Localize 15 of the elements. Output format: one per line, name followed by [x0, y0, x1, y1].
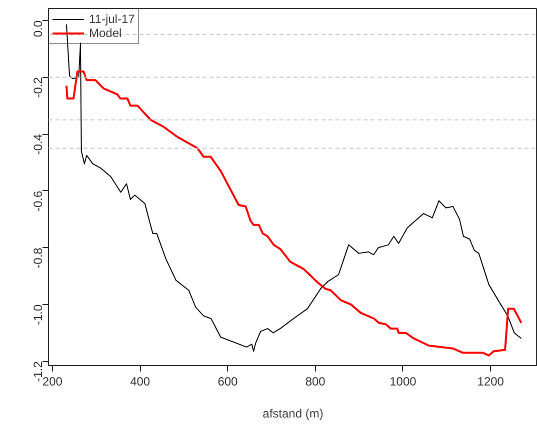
x-tick-label: 600	[218, 374, 238, 388]
y-tick-label: 0.0	[31, 20, 45, 38]
legend-label: 11-jul-17	[89, 12, 135, 26]
legend-label: Model	[89, 26, 122, 40]
x-tick-label: 1000	[390, 374, 417, 388]
x-tick-label: 400	[130, 374, 150, 388]
x-tick-label: 800	[305, 374, 326, 388]
x-tick-label: 1200	[477, 374, 504, 388]
y-tick-label: -0.2	[31, 76, 45, 98]
x-axis-title: afstand (m)	[262, 406, 324, 420]
x-tick-label: 200	[42, 374, 63, 388]
y-tick-label: -0.4	[31, 134, 45, 155]
y-tick-label: -0.8	[31, 247, 45, 268]
y-tick-label: -0.6	[31, 190, 45, 212]
y-tick-label: -1.0	[31, 304, 45, 326]
